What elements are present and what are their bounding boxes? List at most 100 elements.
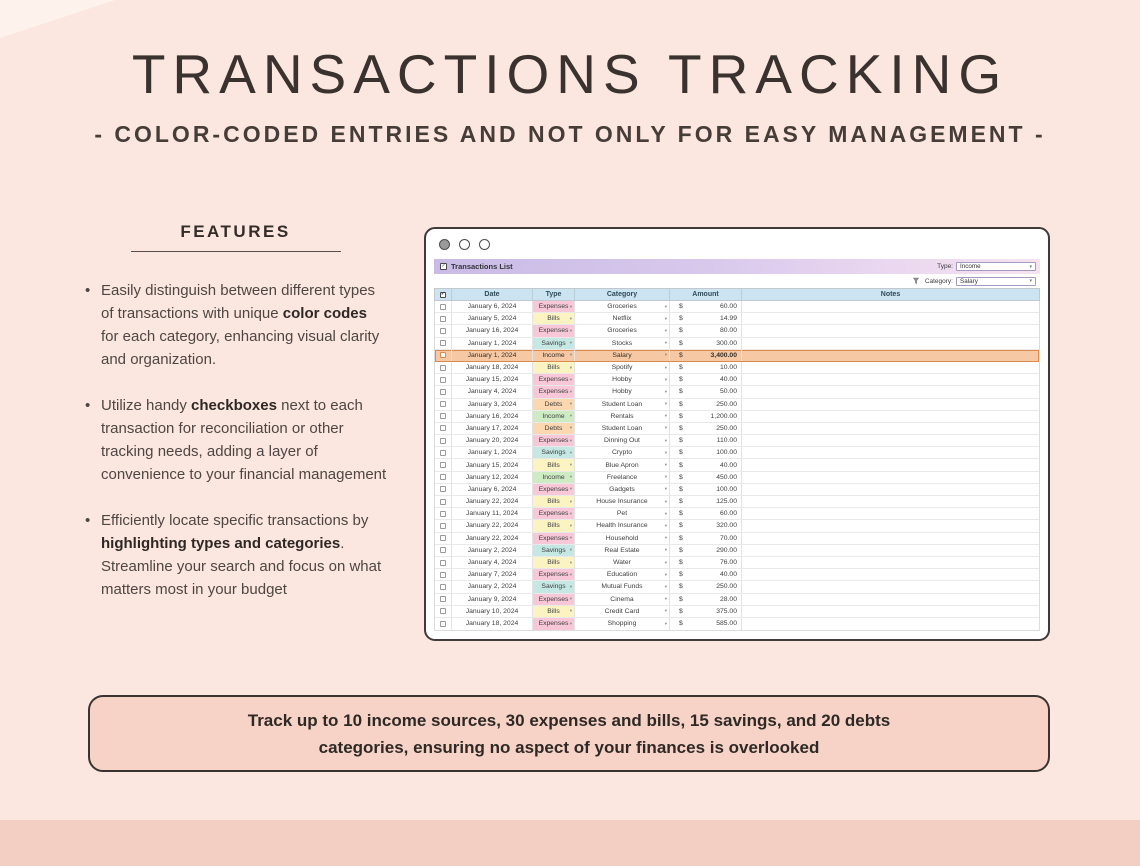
category-select[interactable]: Dinning Out ▾ bbox=[575, 435, 670, 447]
dropdown-arrow-icon: ▾ bbox=[664, 401, 667, 407]
row-checkbox[interactable] bbox=[440, 449, 446, 456]
category-select[interactable]: Netflix ▾ bbox=[575, 313, 670, 325]
row-checkbox[interactable] bbox=[440, 522, 446, 529]
category-select[interactable]: Gadgets ▾ bbox=[575, 483, 670, 495]
category-select[interactable]: Spotify ▾ bbox=[575, 361, 670, 374]
category-select[interactable]: Groceries ▾ bbox=[575, 301, 670, 313]
row-checkbox[interactable] bbox=[440, 571, 446, 578]
date-cell: January 20, 2024 bbox=[452, 435, 533, 447]
row-checkbox[interactable] bbox=[440, 583, 446, 590]
type-select[interactable]: Income ▾ bbox=[533, 471, 575, 483]
type-select[interactable]: Expenses ▾ bbox=[533, 617, 575, 631]
row-checkbox[interactable] bbox=[440, 413, 446, 420]
category-select[interactable]: Blue Apron ▾ bbox=[575, 459, 670, 471]
row-checkbox[interactable] bbox=[440, 364, 446, 371]
dropdown-arrow-icon: ▾ bbox=[569, 425, 572, 431]
category-select[interactable]: Water ▾ bbox=[575, 556, 670, 569]
row-checkbox[interactable] bbox=[440, 474, 446, 481]
type-select[interactable]: Bills ▾ bbox=[533, 556, 575, 569]
type-select[interactable]: Bills ▾ bbox=[533, 605, 575, 617]
row-checkbox[interactable] bbox=[440, 425, 446, 432]
type-select[interactable]: Expenses ▾ bbox=[533, 593, 575, 605]
type-select[interactable]: Bills ▾ bbox=[533, 313, 575, 325]
type-select[interactable]: Savings ▾ bbox=[533, 447, 575, 459]
type-select[interactable]: Expenses ▾ bbox=[533, 483, 575, 495]
row-checkbox[interactable] bbox=[440, 596, 446, 603]
window-dot-icon[interactable] bbox=[459, 238, 470, 250]
type-select[interactable]: Debts ▾ bbox=[533, 422, 575, 435]
filter-funnel-icon[interactable] bbox=[912, 277, 920, 285]
type-select[interactable]: Savings ▾ bbox=[533, 581, 575, 593]
category-select[interactable]: Mutual Funds ▾ bbox=[575, 581, 670, 593]
type-select[interactable]: Expenses ▾ bbox=[533, 325, 575, 337]
row-checkbox[interactable] bbox=[440, 401, 446, 408]
type-select[interactable]: Debts ▾ bbox=[533, 398, 575, 410]
type-select[interactable]: Expenses ▾ bbox=[533, 435, 575, 447]
category-select[interactable]: Household ▾ bbox=[575, 532, 670, 544]
row-checkbox[interactable] bbox=[440, 376, 446, 383]
category-select[interactable]: Education ▾ bbox=[575, 569, 670, 581]
row-checkbox[interactable] bbox=[440, 437, 446, 444]
transaction-row: January 7, 2024 Expenses ▾ Education ▾ $40.00 bbox=[435, 569, 1039, 582]
row-checkbox[interactable] bbox=[440, 620, 446, 627]
category-select[interactable]: Real Estate ▾ bbox=[575, 544, 670, 556]
category-filter-select[interactable]: Salary ▾ bbox=[956, 276, 1036, 286]
category-select[interactable]: Freelance ▾ bbox=[575, 471, 670, 483]
type-select[interactable]: Savings ▾ bbox=[533, 337, 575, 349]
type-select[interactable]: Income ▾ bbox=[533, 410, 575, 422]
dropdown-arrow-icon: ▾ bbox=[569, 376, 572, 382]
window-dot-icon[interactable] bbox=[479, 238, 490, 250]
feature-text: Efficiently locate specific transactions… bbox=[101, 512, 369, 529]
category-select[interactable]: Health Insurance ▾ bbox=[575, 520, 670, 532]
window-dot-icon[interactable] bbox=[439, 238, 450, 250]
type-select[interactable]: Expenses ▾ bbox=[533, 508, 575, 520]
type-select[interactable]: Expenses ▾ bbox=[533, 569, 575, 581]
category-select[interactable]: Groceries ▾ bbox=[575, 325, 670, 337]
row-checkbox[interactable] bbox=[440, 559, 446, 566]
type-select[interactable]: Bills ▾ bbox=[533, 459, 575, 471]
header-type: Type bbox=[533, 289, 575, 300]
checkbox-cell bbox=[435, 435, 452, 447]
type-select[interactable]: Expenses ▾ bbox=[533, 532, 575, 544]
type-select[interactable]: Expenses ▾ bbox=[533, 301, 575, 313]
transaction-row: January 11, 2024 Expenses ▾ Pet ▾ $60.00 bbox=[435, 508, 1039, 521]
type-select[interactable]: Bills ▾ bbox=[533, 361, 575, 374]
type-filter-select[interactable]: Income ▾ bbox=[956, 262, 1036, 271]
category-select[interactable]: Salary ▾ bbox=[575, 349, 670, 361]
checkbox-cell bbox=[435, 556, 452, 569]
type-select[interactable]: Bills ▾ bbox=[533, 520, 575, 532]
type-select[interactable]: Savings ▾ bbox=[533, 544, 575, 556]
row-checkbox[interactable] bbox=[440, 535, 446, 542]
category-select[interactable]: Student Loan ▾ bbox=[575, 422, 670, 435]
category-select[interactable]: House Insurance ▾ bbox=[575, 496, 670, 508]
category-select[interactable]: Cinema ▾ bbox=[575, 593, 670, 605]
category-select[interactable]: Pet ▾ bbox=[575, 508, 670, 520]
row-checkbox[interactable] bbox=[440, 315, 446, 322]
category-select[interactable]: Student Loan ▾ bbox=[575, 398, 670, 410]
row-checkbox[interactable] bbox=[440, 340, 446, 347]
row-checkbox[interactable] bbox=[440, 388, 446, 395]
category-select[interactable]: Credit Card ▾ bbox=[575, 605, 670, 617]
type-select[interactable]: Bills ▾ bbox=[533, 496, 575, 508]
row-checkbox[interactable] bbox=[440, 352, 446, 359]
row-checkbox[interactable] bbox=[440, 486, 446, 493]
category-select[interactable]: Shopping ▾ bbox=[575, 617, 670, 631]
type-select[interactable]: Income ▾ bbox=[533, 349, 575, 361]
row-checkbox[interactable] bbox=[440, 608, 446, 615]
row-checkbox[interactable] bbox=[440, 327, 446, 334]
category-select[interactable]: Hobby ▾ bbox=[575, 386, 670, 398]
row-checkbox[interactable] bbox=[440, 303, 446, 310]
category-select[interactable]: Crypto ▾ bbox=[575, 447, 670, 459]
date-cell-text: January 22, 2024 bbox=[465, 498, 519, 506]
header-select-all-cell[interactable] bbox=[435, 289, 452, 300]
type-select[interactable]: Expenses ▾ bbox=[533, 386, 575, 398]
row-checkbox[interactable] bbox=[440, 510, 446, 517]
row-checkbox[interactable] bbox=[440, 547, 446, 554]
row-checkbox[interactable] bbox=[440, 462, 446, 469]
transaction-row: January 6, 2024 Expenses ▾ Groceries ▾ $60.00 bbox=[435, 301, 1039, 314]
category-select[interactable]: Rentals ▾ bbox=[575, 410, 670, 422]
category-select[interactable]: Hobby ▾ bbox=[575, 374, 670, 386]
row-checkbox[interactable] bbox=[440, 498, 446, 505]
type-select[interactable]: Expenses ▾ bbox=[533, 374, 575, 386]
category-select[interactable]: Stocks ▾ bbox=[575, 337, 670, 349]
